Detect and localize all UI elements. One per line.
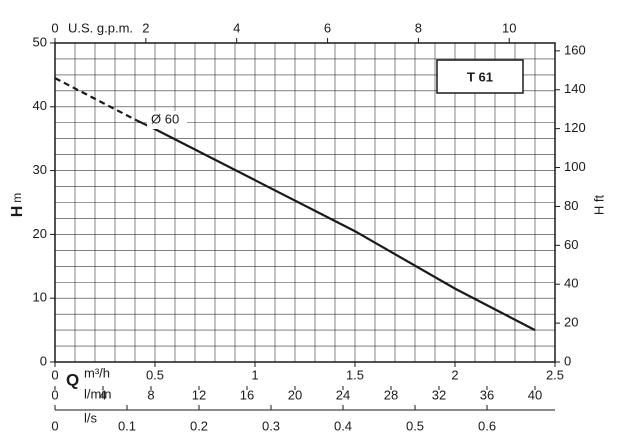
x4-tick-label: 0.5 [406,418,424,433]
x4-tick-label: 0.6 [478,418,496,433]
x-label-unit: m³/h [84,365,110,380]
x3-tick-label: 20 [288,387,302,402]
x3-label: l/min [84,386,111,401]
y-tick-label: 40 [33,98,47,113]
x3-tick-label: 28 [384,387,398,402]
y-tick-label: 0 [40,353,47,368]
x-tick-label: 0 [51,367,58,382]
y2-tick-label: 20 [564,315,578,330]
x-tick-label: 1 [251,367,258,382]
x4-tick-label: 0 [51,418,58,433]
curve [54,77,136,121]
y-tick-label: 20 [33,226,47,241]
x3-tick-label: 16 [240,387,254,402]
x3-tick-label: 32 [432,387,446,402]
x2-tick-label: 8 [415,20,422,35]
x-tick-label: 2.5 [546,367,564,382]
y2-tick-label: 160 [564,42,586,57]
x2-tick-label: 0 [51,20,58,35]
annotation-bg [147,111,187,129]
x-tick-label: 0.5 [146,367,164,382]
y2-tick-label: 120 [564,120,586,135]
curve-label: Ø 60 [151,111,179,126]
x-tick-label: 1.5 [346,367,364,382]
x4-label: l/s [84,410,98,425]
y2-label: H ft [591,195,606,216]
x-tick-label: 2 [451,367,458,382]
x3-tick-label: 8 [147,387,154,402]
x2-tick-label: 2 [142,20,149,35]
plot-frame [54,42,556,363]
y2-tick-label: 100 [564,159,586,174]
y2-tick-label: 60 [564,237,578,252]
x3-tick-label: 12 [192,387,206,402]
x3-tick-label: 0 [51,387,58,402]
x-label-symbol: Q [66,370,79,389]
x2-tick-label: 4 [233,20,240,35]
y-tick-label: 10 [33,290,47,305]
chart-title: T 61 [467,69,493,84]
x4-tick-label: 0.1 [118,418,136,433]
x3-tick-label: 4 [99,387,106,402]
title-box [436,59,524,94]
x2-label: U.S. g.p.m. [68,20,133,35]
y2-tick-label: 0 [564,353,571,368]
x2-tick-label: 10 [502,20,516,35]
x4-tick-label: 0.4 [334,418,352,433]
x4-tick-label: 0.2 [190,418,208,433]
y2-tick-label: 40 [564,276,578,291]
y2-tick-label: 140 [564,81,586,96]
x4-tick-label: 0.3 [262,418,280,433]
y-label-unit: m [10,193,24,203]
x3-tick-label: 24 [336,387,350,402]
y-tick-label: 50 [33,34,47,49]
y-label: Hm [9,193,26,218]
y2-tick-label: 80 [564,198,578,213]
y-tick-label: 30 [33,162,47,177]
x2-tick-label: 6 [324,20,331,35]
y-label-symbol: H [9,206,26,218]
x3-tick-label: 36 [480,387,494,402]
x3-tick-label: 40 [528,387,542,402]
